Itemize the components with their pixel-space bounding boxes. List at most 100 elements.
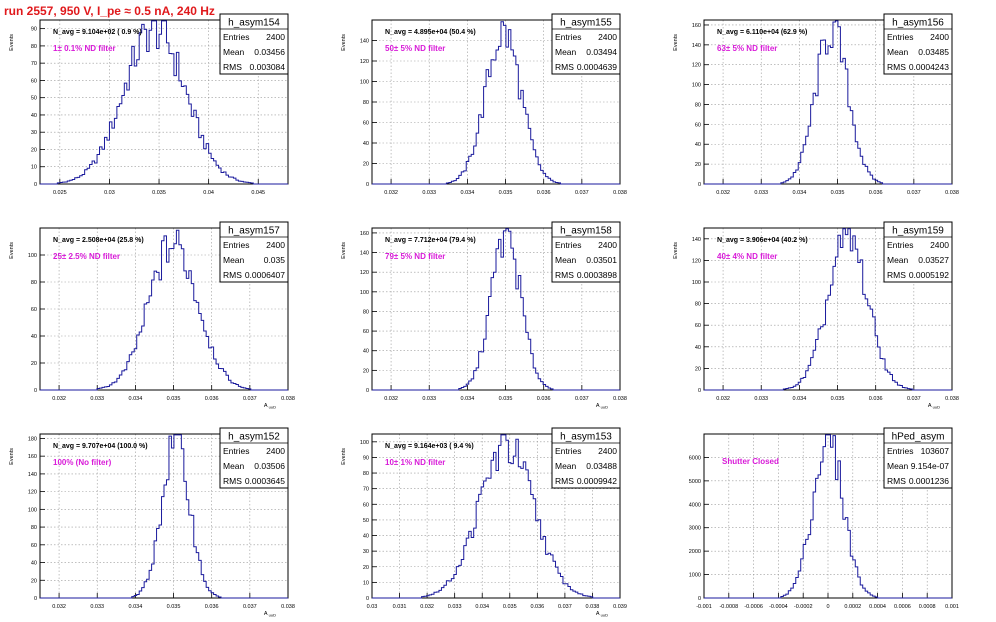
- x-tick-label: 0.034: [475, 604, 489, 610]
- x-tick-label: 0.033: [422, 190, 436, 196]
- y-tick-label: 140: [28, 472, 37, 478]
- stats-value: 2400: [598, 32, 617, 42]
- stats-value: 2400: [266, 32, 285, 42]
- x-tick-label: 0.034: [461, 396, 475, 402]
- histogram-panel-hPed_asym: -0.001 -0.0008 -0.0006 -0.0004 -0.0002 0 0.000…: [689, 427, 959, 610]
- y-tick-label: 20: [363, 162, 369, 168]
- x-tick-label: 0.038: [945, 396, 959, 402]
- filter-annotation: 63± 5% ND filter: [717, 44, 777, 53]
- stats-key: RMS: [887, 62, 906, 72]
- stats-key: RMS: [887, 476, 906, 486]
- x-tick-label: 0.037: [907, 396, 921, 402]
- y-tick-label: 80: [695, 102, 701, 108]
- y-tick-label: 10: [31, 165, 37, 171]
- y-tick-label: 6000: [689, 455, 701, 461]
- stats-value: 2400: [930, 240, 949, 250]
- y-tick-label: 30: [31, 130, 37, 136]
- y-axis-title: Events: [341, 448, 347, 465]
- plot-frame: [703, 227, 953, 391]
- x-tick-label: 0.0006: [894, 604, 911, 610]
- y-tick-label: 120: [692, 63, 701, 69]
- stats-value: 2400: [930, 32, 949, 42]
- stats-box: [219, 221, 289, 283]
- x-tick-label: 0.035: [499, 190, 513, 196]
- stats-key: Mean: [555, 255, 577, 265]
- x-tick-label: 0.038: [613, 190, 627, 196]
- y-tick-label: 120: [28, 490, 37, 496]
- stats-box-title: h_asym157: [228, 226, 280, 237]
- stats-value: 0.0006407: [245, 270, 285, 280]
- histogram-panel-h_asym154: 0.025 0.03 0.035 0.04 0.045 0 10 20 30 40 50 60 70 80…: [9, 13, 289, 196]
- plot-frame: [39, 433, 289, 599]
- plot-frame: [371, 433, 621, 599]
- y-tick-label: 120: [692, 258, 701, 264]
- y-tick-label: 40: [695, 345, 701, 351]
- stats-key: Entries: [223, 32, 249, 42]
- y-tick-label: 40: [31, 113, 37, 119]
- x-tick-label: 0.001: [945, 604, 959, 610]
- stats-key: Mean: [555, 461, 577, 471]
- navg-label: N_avg = 9.104e+02 ( 0.9 %): [53, 29, 142, 36]
- stats-key: Entries: [223, 240, 249, 250]
- x-axis-title: A uuD: [264, 611, 276, 618]
- histogram-panel-h_asym157: 0.032 0.033 0.034 0.035 0.036 0.037 0.038 0 20 40…: [9, 221, 295, 410]
- histogram-line: [372, 21, 620, 185]
- y-tick-label: 60: [31, 543, 37, 549]
- stats-key: Mean: [223, 461, 245, 471]
- x-tick-label: 0.032: [52, 604, 66, 610]
- stats-value: 0.0003898: [577, 270, 617, 280]
- stats-box-title: h_asym153: [560, 432, 612, 443]
- navg-label: N_avg = 7.712e+04 (79.4 %): [385, 237, 476, 244]
- stats-key: Mean: [555, 47, 577, 57]
- y-tick-label: 80: [31, 44, 37, 50]
- x-tick-label: 0.03: [104, 190, 115, 196]
- navg-label: N_avg = 3.906e+04 (40.2 %): [717, 237, 808, 244]
- x-tick-label: 0.035: [152, 190, 166, 196]
- x-tick-label: -0.001: [696, 604, 712, 610]
- x-tick-label: 0.033: [754, 190, 768, 196]
- histogram-line: [372, 228, 620, 391]
- x-tick-label: 0.035: [831, 190, 845, 196]
- stats-value: 0.0004243: [909, 62, 949, 72]
- x-tick-label: 0.03: [367, 604, 378, 610]
- y-tick-label: 140: [692, 43, 701, 49]
- stats-key: Mean: [887, 461, 909, 471]
- y-tick-label: 50: [31, 96, 37, 102]
- stats-value: 2400: [598, 240, 617, 250]
- plot-frame: [703, 19, 953, 185]
- y-tick-label: 160: [28, 454, 37, 460]
- y-tick-label: 90: [363, 455, 369, 461]
- histogram-panel-h_asym158: 0.032 0.033 0.034 0.035 0.036 0.037 0.038 0 20 40…: [341, 221, 627, 410]
- histogram-line: [40, 20, 288, 185]
- x-tick-label: 0.037: [575, 190, 589, 196]
- y-axis-title: Events: [341, 242, 347, 259]
- stats-value: 103607: [921, 446, 950, 456]
- x-tick-label: 0.033: [754, 396, 768, 402]
- histogram-panel-h_asym159: 0.032 0.033 0.034 0.035 0.036 0.037 0.038 0 20 40…: [673, 221, 959, 410]
- stats-key: RMS: [887, 270, 906, 280]
- y-tick-label: 60: [31, 307, 37, 313]
- x-tick-label: 0.032: [420, 604, 434, 610]
- x-tick-label: 0.034: [793, 190, 807, 196]
- x-tick-label: -0.0008: [719, 604, 738, 610]
- stats-value: 0.0004639: [577, 62, 617, 72]
- y-tick-label: 100: [360, 290, 369, 296]
- x-axis-title: A uuD: [264, 403, 276, 410]
- stats-value: 0.0009942: [577, 476, 617, 486]
- stats-key: RMS: [223, 476, 242, 486]
- stats-key: Entries: [887, 32, 913, 42]
- histogram-line: [40, 434, 288, 599]
- y-tick-label: 20: [695, 162, 701, 168]
- stats-value: 9.154e-07: [911, 461, 950, 471]
- stats-value: 0.0005192: [909, 270, 949, 280]
- stats-value: 0.03456: [254, 47, 285, 57]
- y-tick-label: 50: [363, 518, 369, 524]
- y-tick-label: 70: [31, 61, 37, 67]
- histogram-line: [40, 229, 288, 391]
- navg-label: N_avg = 9.164e+03 ( 9.4 %): [385, 443, 474, 450]
- y-tick-label: 100: [28, 507, 37, 513]
- y-tick-label: 20: [31, 578, 37, 584]
- y-tick-label: 100: [692, 280, 701, 286]
- stats-box: [551, 221, 621, 283]
